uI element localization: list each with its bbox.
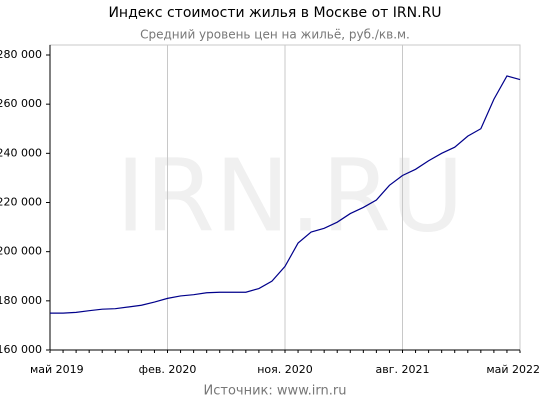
- y-tick-label: 280 000: [0, 48, 42, 61]
- watermark: IRN.RU: [116, 137, 464, 254]
- chart-title: Индекс стоимости жилья в Москве от IRN.R…: [108, 5, 441, 21]
- x-tick-label: ноя. 2020: [257, 363, 313, 376]
- y-tick-label: 260 000: [0, 97, 42, 110]
- series-line: [50, 75, 521, 314]
- x-tick-label: авг. 2021: [376, 363, 430, 376]
- x-tick-label: фев. 2020: [139, 363, 197, 376]
- x-tick-label: май 2022: [486, 363, 540, 376]
- x-tick-label: май 2019: [30, 363, 84, 376]
- y-tick-label: 200 000: [0, 245, 42, 258]
- source: Источник: www.irn.ru: [204, 384, 347, 399]
- chart-subtitle: Средний уровень цен на жильё, руб./кв.м.: [140, 28, 410, 42]
- y-tick-label: 220 000: [0, 196, 42, 209]
- y-tick-label: 240 000: [0, 146, 42, 159]
- y-tick-label: 160 000: [0, 343, 42, 356]
- y-tick-label: 180 000: [0, 294, 42, 307]
